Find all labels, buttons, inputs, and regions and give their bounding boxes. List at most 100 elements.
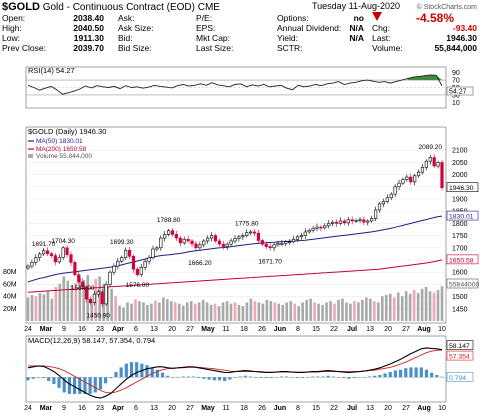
price-tick-label: 1800: [452, 221, 468, 228]
price-tick-label: 1900: [452, 197, 468, 204]
right-tag-label: 1650.58: [449, 257, 474, 264]
date-tick-label: 26: [258, 326, 266, 333]
volume-bar: [118, 305, 121, 321]
rsi-title: RSI(14) 54.27: [28, 66, 75, 75]
macd-histogram-bar: [171, 377, 175, 378]
volume-bar: [436, 290, 440, 321]
volume-bar: [229, 303, 233, 321]
volume-bar: [265, 299, 269, 321]
volume-tick-label: 20M: [3, 306, 17, 313]
volume-legend-swatch: [28, 154, 33, 158]
candle-body: [377, 203, 382, 211]
volume-bar: [369, 298, 372, 321]
candle-body: [112, 265, 116, 273]
price-candles: [26, 154, 444, 308]
quote-col-1-values: 2038.40 2040.50 1911.30 2039.70: [60, 13, 104, 53]
date-tick-label: 20: [384, 405, 392, 412]
candle-body: [170, 230, 175, 235]
volume-bar: [90, 302, 93, 321]
volume-bar: [285, 302, 289, 321]
candle-body: [264, 243, 268, 247]
right-tag-box: [446, 210, 479, 221]
macd-histogram-bar: [430, 372, 434, 378]
candle-body: [370, 218, 374, 222]
volume-bar: [428, 291, 432, 321]
candle-body: [120, 257, 124, 262]
volume-bar: [54, 286, 58, 321]
price-annotation: 1671.70: [258, 259, 282, 266]
instrument-name: Gold - Continuous Contract (EOD): [42, 2, 195, 13]
volume-bar: [66, 280, 70, 321]
macd-histogram-bar: [88, 377, 92, 394]
macd-histogram-bar: [357, 377, 361, 378]
macd-histogram-bar: [440, 376, 444, 378]
volume-bar: [158, 302, 161, 321]
options-value: no: [353, 13, 364, 23]
date-tick-label: 13: [150, 326, 158, 333]
right-tag-label: 55844000: [449, 282, 479, 289]
macd-histogram-bar: [93, 377, 97, 393]
volume-bar: [269, 301, 273, 321]
volume-bar: [173, 302, 177, 321]
right-tag-box: [446, 254, 479, 265]
macd-histogram-bar: [176, 377, 180, 378]
candle-body: [354, 220, 358, 222]
sctr-label: SCTR:: [277, 43, 303, 53]
candle-body: [385, 197, 389, 202]
volume-bar: [177, 303, 181, 321]
candle-body: [38, 253, 42, 258]
macd-histogram-bar: [124, 363, 128, 378]
date-tick-label: 13: [150, 405, 158, 412]
volume-bar: [377, 302, 380, 321]
date-tick-label: May: [201, 326, 215, 333]
volume-bar: [185, 302, 189, 321]
chg-value: -93.40: [452, 23, 477, 33]
macd-histogram-bar: [243, 375, 247, 378]
volume-bar: [333, 303, 336, 321]
macd-histogram-bar: [78, 377, 82, 394]
macd-histogram-bar: [207, 377, 211, 380]
candle-body: [303, 231, 307, 236]
macd-histogram-bar: [197, 377, 201, 379]
ask-label: Ask:: [118, 13, 135, 23]
candle-body: [49, 253, 54, 256]
volume-bar: [337, 299, 340, 321]
candle-body: [280, 243, 284, 245]
macd-histogram-bar: [160, 372, 165, 378]
macd-histogram-bar: [233, 377, 237, 378]
candle-body: [217, 240, 221, 245]
bid-size-label: Bid Size:: [118, 43, 152, 53]
chg-label: Chg:: [372, 23, 390, 33]
date-tick-label: Mar: [40, 326, 53, 333]
candle-body: [155, 247, 159, 250]
date-tick-label: Apr: [112, 326, 124, 333]
candle-body: [209, 235, 214, 239]
volume-bar: [134, 299, 137, 321]
candle-body: [84, 286, 89, 300]
volume-bar: [50, 298, 54, 321]
volume-bar: [384, 294, 388, 321]
macd-tag-label: 58.147: [449, 343, 470, 350]
candle-body: [131, 256, 136, 270]
date-tick-label: Mar: [40, 405, 53, 412]
symbol: $GOLD: [2, 1, 40, 13]
macd-histogram-bar: [285, 376, 289, 378]
annual-dividend-label: Annual Dividend:: [277, 23, 342, 33]
price-annotation: 2089.20: [419, 144, 443, 151]
macd-histogram-bar: [98, 377, 103, 390]
candle-body: [284, 241, 288, 244]
macd-histogram-bar: [228, 377, 232, 380]
candle-body: [127, 249, 132, 257]
macd-tag-box: [446, 340, 474, 351]
macd-histogram-bar: [223, 377, 227, 382]
candle-body: [151, 248, 155, 258]
macd-histogram-bar: [145, 365, 149, 378]
volume-tick-label: 80M: [3, 269, 17, 276]
volume-value: 55,844,000: [434, 43, 477, 53]
date-tick-label: 10: [438, 405, 446, 412]
candle-body: [143, 260, 147, 268]
macd-histogram-bar: [202, 377, 206, 379]
macd-histogram-bar: [52, 377, 56, 385]
prev-close-label: Prev Close:: [2, 43, 46, 53]
date-tick-label: Aug: [417, 326, 431, 333]
